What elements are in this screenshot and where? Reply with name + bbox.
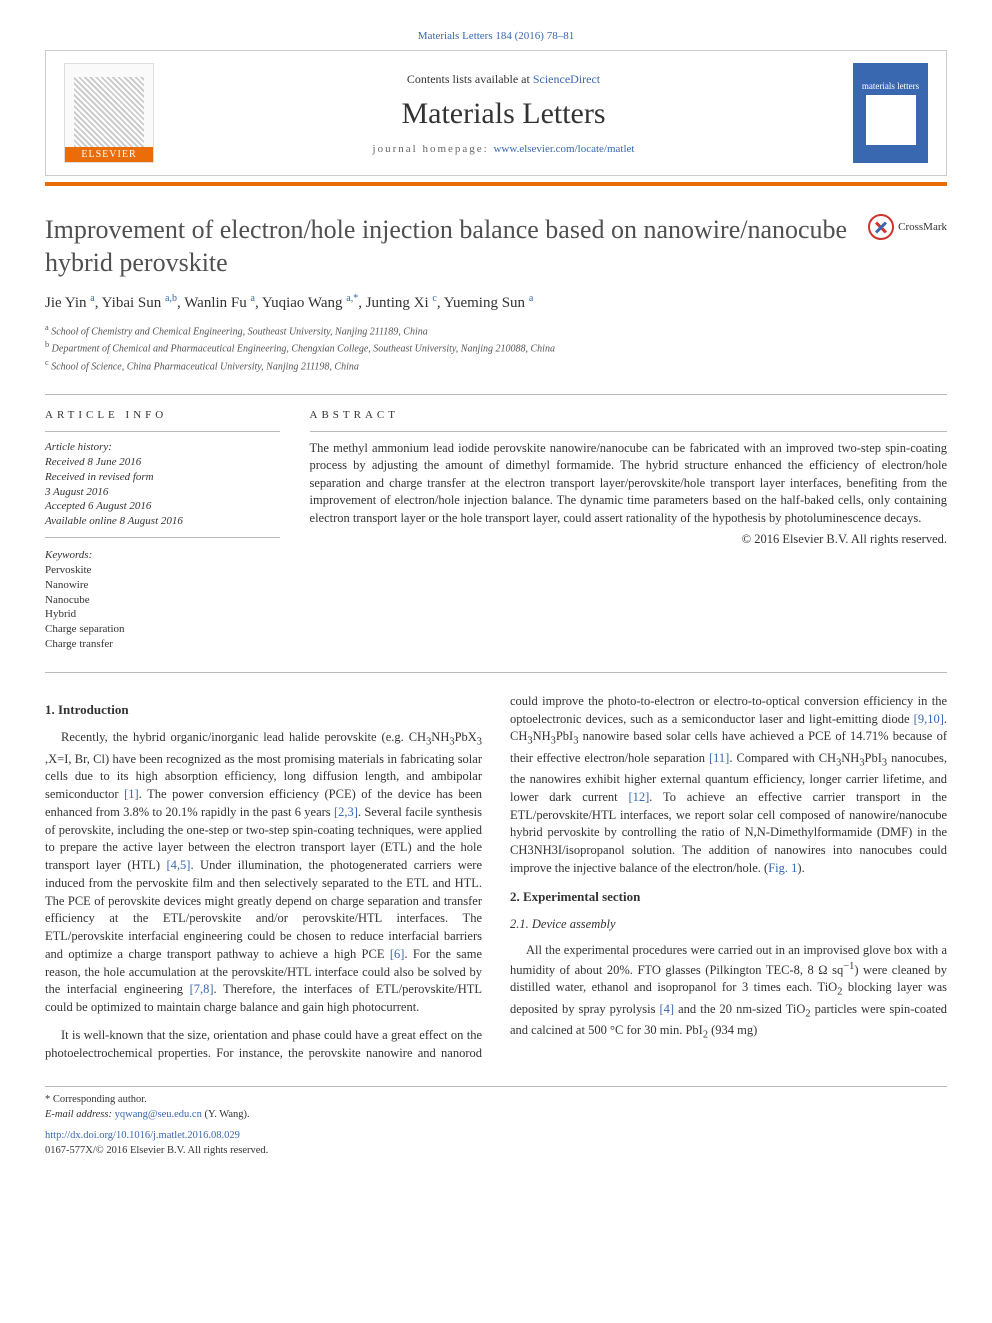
keyword: Pervoskite	[45, 563, 280, 578]
contents-prefix: Contents lists available at	[407, 72, 533, 86]
history-item: Accepted 6 August 2016	[45, 499, 280, 514]
keyword: Nanocube	[45, 593, 280, 608]
journal-cover-thumb: materials letters	[853, 63, 928, 163]
citation-link[interactable]: [11]	[709, 751, 729, 765]
crossmark-badge[interactable]: CrossMark	[868, 214, 947, 240]
subsection-head-device: 2.1. Device assembly	[510, 916, 947, 934]
sciencedirect-link[interactable]: ScienceDirect	[533, 72, 600, 86]
rule-top	[45, 394, 947, 395]
keyword: Hybrid	[45, 607, 280, 622]
affiliations: a School of Chemistry and Chemical Engin…	[45, 322, 947, 374]
doi-line: http://dx.doi.org/10.1016/j.matlet.2016.…	[45, 1129, 947, 1144]
email-line: E-mail address: yqwang@seu.edu.cn (Y. Wa…	[45, 1108, 947, 1123]
crossmark-label: CrossMark	[898, 221, 947, 233]
citation-link[interactable]: [6]	[390, 947, 405, 961]
citation-link[interactable]: [2,3]	[334, 805, 358, 819]
intro-paragraph: Recently, the hybrid organic/inorganic l…	[45, 729, 482, 1017]
cover-box-icon	[866, 95, 916, 145]
citation-link[interactable]: [4,5]	[166, 858, 190, 872]
info-abstract-row: ARTICLE INFO Article history: Received 8…	[45, 409, 947, 652]
keyword: Charge transfer	[45, 637, 280, 652]
keywords-block: Keywords: Pervoskite Nanowire Nanocube H…	[45, 548, 280, 652]
contents-line: Contents lists available at ScienceDirec…	[154, 72, 853, 87]
corresponding-email-link[interactable]: yqwang@seu.edu.cn	[115, 1109, 202, 1120]
article-title: Improvement of electron/hole injection b…	[45, 214, 848, 279]
crossmark-icon	[868, 214, 894, 240]
header-middle: Contents lists available at ScienceDirec…	[154, 72, 853, 155]
elsevier-logo: ELSEVIER	[64, 63, 154, 163]
history-item: Received 8 June 2016	[45, 455, 280, 470]
title-block: Improvement of electron/hole injection b…	[45, 214, 947, 279]
history-item: Available online 8 August 2016	[45, 514, 280, 529]
issn-line: 0167-577X/© 2016 Elsevier B.V. All right…	[45, 1144, 947, 1159]
email-suffix: (Y. Wang).	[202, 1109, 250, 1120]
citation-link[interactable]: Fig. 1	[768, 861, 797, 875]
citation-link[interactable]: [1]	[124, 787, 139, 801]
article-info-head: ARTICLE INFO	[45, 409, 280, 421]
citation-link[interactable]: [4]	[660, 1002, 675, 1016]
elsevier-name: ELSEVIER	[65, 147, 153, 162]
keywords-label: Keywords:	[45, 548, 280, 563]
elsevier-tree-icon	[74, 77, 144, 147]
homepage-line: journal homepage: www.elsevier.com/locat…	[154, 143, 853, 155]
journal-name: Materials Letters	[154, 97, 853, 131]
cover-label: materials letters	[862, 81, 919, 91]
email-label: E-mail address:	[45, 1109, 115, 1120]
homepage-link[interactable]: www.elsevier.com/locate/matlet	[493, 143, 634, 155]
section-head-intro: 1. Introduction	[45, 701, 482, 719]
author-list: Jie Yin a, Yibai Sun a,b, Wanlin Fu a, Y…	[45, 293, 947, 312]
keyword: Charge separation	[45, 622, 280, 637]
citation-link[interactable]: [12]	[628, 790, 649, 804]
doi-link[interactable]: http://dx.doi.org/10.1016/j.matlet.2016.…	[45, 1130, 240, 1141]
keyword: Nanowire	[45, 578, 280, 593]
citation-link[interactable]: [9,10]	[914, 712, 944, 726]
history-item: 3 August 2016	[45, 485, 280, 500]
exp-paragraph: All the experimental procedures were car…	[510, 942, 947, 1044]
corresponding-author: * Corresponding author.	[45, 1093, 947, 1108]
rule-abs	[310, 431, 947, 432]
page-footer: * Corresponding author. E-mail address: …	[45, 1086, 947, 1158]
article-history: Article history: Received 8 June 2016 Re…	[45, 440, 280, 529]
running-header: Materials Letters 184 (2016) 78–81	[45, 30, 947, 42]
rule-bottom	[45, 672, 947, 673]
abstract-text: The methyl ammonium lead iodide perovski…	[310, 440, 947, 528]
rule-info	[45, 431, 280, 432]
body-columns: 1. Introduction Recently, the hybrid org…	[45, 693, 947, 1063]
section-head-exp: 2. Experimental section	[510, 888, 947, 906]
homepage-prefix: journal homepage:	[373, 143, 494, 155]
page: Materials Letters 184 (2016) 78–81 ELSEV…	[0, 0, 992, 1198]
citation-link[interactable]: [7,8]	[190, 982, 214, 996]
orange-rule	[45, 182, 947, 186]
abstract-copyright: © 2016 Elsevier B.V. All rights reserved…	[310, 531, 947, 549]
article-info-col: ARTICLE INFO Article history: Received 8…	[45, 409, 280, 652]
abstract-col: ABSTRACT The methyl ammonium lead iodide…	[310, 409, 947, 652]
history-label: Article history:	[45, 440, 280, 455]
history-item: Received in revised form	[45, 470, 280, 485]
abstract-head: ABSTRACT	[310, 409, 947, 421]
rule-kw	[45, 537, 280, 538]
running-header-link[interactable]: Materials Letters 184 (2016) 78–81	[418, 30, 574, 42]
journal-header-box: ELSEVIER Contents lists available at Sci…	[45, 50, 947, 176]
